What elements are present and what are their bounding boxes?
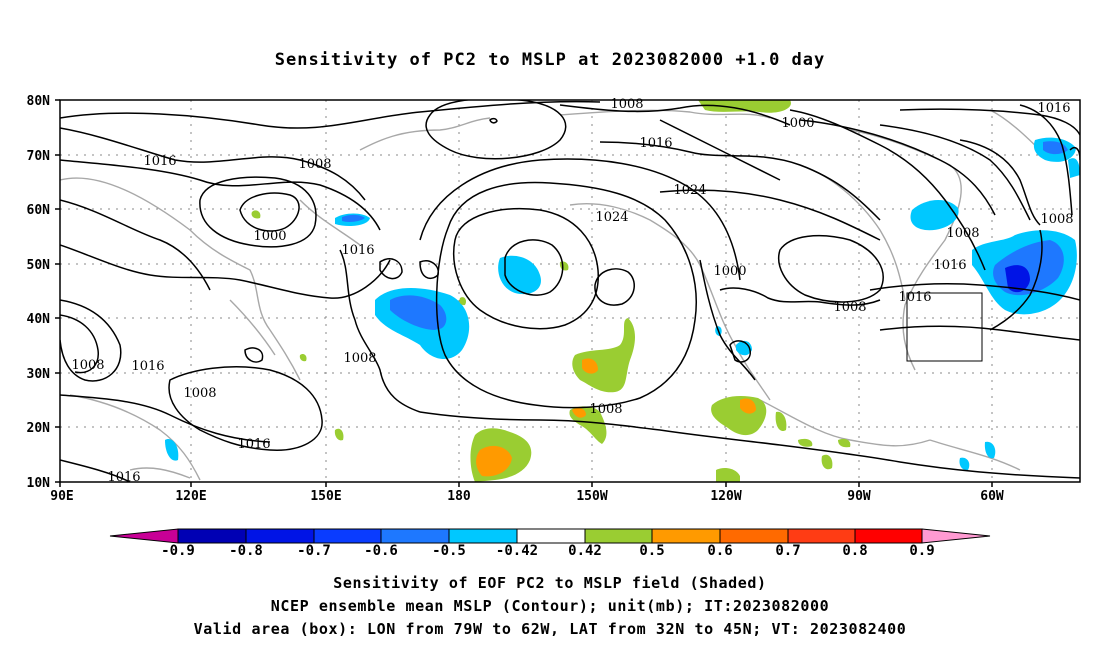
colorbar-label: -0.42 [495,543,539,559]
grid-lines [60,100,1080,482]
colorbar-label: 0.6 [707,543,733,559]
lon-label: 120W [710,489,741,504]
contour-label: 1008 [183,386,216,401]
lon-label: 90E [50,489,73,504]
lon-label: 150W [576,489,607,504]
lat-label: 40N [27,312,51,327]
lat-label: 70N [27,149,51,164]
colorbar-cell [719,528,789,544]
contour-label: 1008 [298,157,331,172]
contour-label: 1000 [713,264,746,279]
colorbar-cell [380,528,450,544]
lat-label: 30N [27,367,51,382]
colorbar-label: 0.8 [842,543,868,559]
contour-label: 1016 [107,470,140,485]
lat-label: 50N [27,258,51,273]
contour-label: 1008 [1040,212,1073,227]
colorbar-cell [177,528,247,544]
colorbar-cell [584,528,653,544]
lat-label: 10N [27,476,51,491]
contour-label: 1016 [639,136,672,151]
caption-contour: NCEP ensemble mean MSLP (Contour); unit(… [270,597,830,615]
colorbar-label: -0.8 [229,543,263,559]
colorbar-cell [313,528,382,544]
colorbar-label: 0.5 [639,543,665,559]
colorbar-label: -0.5 [432,543,466,559]
contour-label: 1008 [610,97,643,112]
lon-label: 150E [310,489,341,504]
caption-shading: Sensitivity of EOF PC2 to MSLP field (Sh… [333,574,767,592]
valid-area-box [906,292,983,362]
colorbar-label: -0.6 [364,543,398,559]
colorbar-label: -0.7 [297,543,331,559]
colorbar-label: 0.7 [775,543,801,559]
contour-label: 1008 [71,358,104,373]
mslp-contours [60,100,1080,482]
chart-title: Sensitivity of PC2 to MSLP at 2023082000… [274,50,826,70]
colorbar-label: -0.9 [161,543,195,559]
colorbar-cell [516,528,586,544]
lon-label: 120E [175,489,206,504]
colorbar-cell [245,528,315,544]
colorbar-cell [787,528,856,544]
contour-label: 1016 [933,258,966,273]
contour-label: 1008 [833,300,866,315]
contour-label: 1016 [237,437,270,452]
lon-label: 180 [447,489,471,504]
colorbar [109,528,991,544]
lat-label: 80N [27,94,51,109]
colorbar-cell [651,528,721,544]
contour-label: 1016 [898,290,931,305]
tick-marks [55,99,993,487]
contour-label: 1000 [253,229,286,244]
colorbar-cell [109,528,179,544]
lon-label: 90W [847,489,871,504]
contour-label: 1008 [946,226,979,241]
contour-label: 1016 [1037,101,1070,116]
contour-label: 1024 [673,183,706,198]
map-frame [59,99,1081,483]
contour-label: 1008 [343,351,376,366]
contour-label: 1008 [589,402,622,417]
colorbar-cell [921,528,991,544]
lat-label: 60N [27,203,51,218]
contour-label: 1000 [781,116,814,131]
colorbar-cell [854,528,923,544]
colorbar-label: 0.42 [568,543,602,559]
colorbar-label: 0.9 [909,543,935,559]
contour-label: 1024 [595,210,628,225]
lon-label: 60W [980,489,1004,504]
contour-label: 1016 [143,154,176,169]
caption-valid-area: Valid area (box): LON from 79W to 62W, L… [193,620,907,638]
lat-label: 20N [27,421,51,436]
contour-label: 1016 [131,359,164,374]
colorbar-cell [448,528,518,544]
contour-label: 1016 [341,243,374,258]
